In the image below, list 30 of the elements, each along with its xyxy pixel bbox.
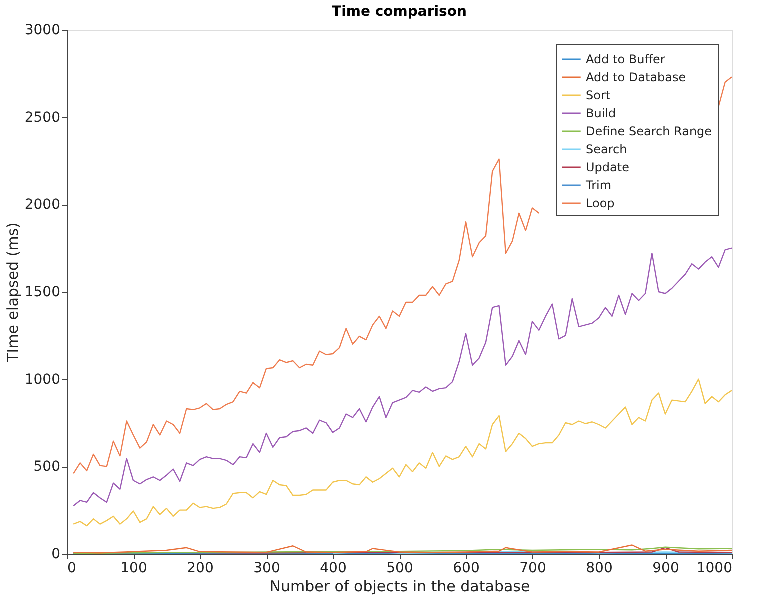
chart-title: Time comparison: [332, 4, 467, 20]
legend-label: Define Search Range: [586, 124, 712, 138]
legend-label: Add to Database: [586, 70, 686, 84]
x-tick-label: 300: [254, 560, 280, 576]
y-tick-label: 0: [52, 546, 60, 562]
legend-label: Build: [586, 106, 616, 120]
y-axis-title: TIme elapsed (ms): [4, 222, 22, 364]
x-tick-label: 600: [453, 560, 480, 576]
x-tick-label: 900: [652, 560, 680, 576]
legend-label: Update: [586, 160, 630, 174]
y-tick-label: 1000: [24, 372, 60, 388]
legend-label: Loop: [586, 196, 615, 210]
legend-label: Search: [586, 142, 628, 156]
x-axis-title: Number of objects in the database: [270, 578, 530, 596]
x-tick-label: 100: [120, 560, 148, 576]
y-tick-label: 3000: [24, 22, 60, 38]
x-tick-label: 200: [187, 560, 214, 576]
legend-label: Trim: [585, 178, 612, 192]
x-tick-label: 0: [68, 560, 76, 576]
x-tick-label: 700: [520, 560, 546, 576]
y-tick-label: 500: [34, 459, 60, 476]
x-tick-label: 800: [586, 560, 613, 576]
x-tick-label: 400: [320, 560, 347, 576]
legend-label: Sort: [586, 88, 611, 102]
y-tick-label: 1500: [24, 284, 60, 300]
y-tick-label: 2500: [24, 110, 60, 126]
y-tick-label: 2000: [24, 197, 60, 214]
x-tick-label: 1000: [696, 560, 732, 576]
legend-label: Add to Buffer: [586, 52, 666, 66]
x-tick-label: 500: [386, 560, 414, 576]
